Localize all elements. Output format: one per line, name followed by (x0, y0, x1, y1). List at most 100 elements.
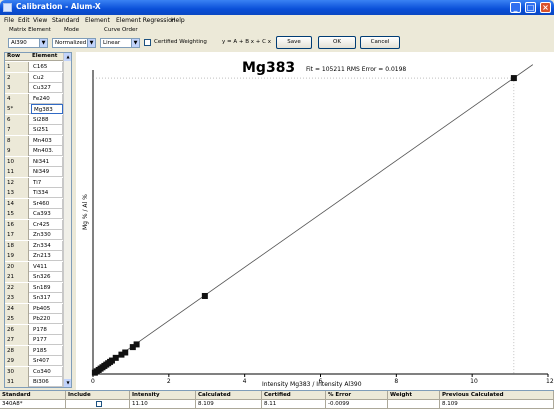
y-axis-label: Mg % / Al % (82, 194, 89, 230)
row-number: 4 (5, 93, 29, 104)
grid-header-cell[interactable]: Include (66, 391, 130, 400)
menu-element[interactable]: Element (85, 17, 110, 24)
element-row[interactable]: 24 Pb405 (5, 303, 71, 314)
element-name: P178 (31, 324, 63, 335)
element-row[interactable]: 8 Mn403 (5, 135, 71, 146)
element-name: Si288 (31, 114, 63, 125)
grid-cell-calculated[interactable]: 8.109 (196, 400, 262, 409)
grid-cell-intensity[interactable]: 11.10 (130, 400, 196, 409)
certified-weighting-checkbox[interactable] (144, 39, 151, 46)
mode-label: Mode (64, 27, 79, 33)
fit-line (92, 64, 534, 375)
element-row[interactable]: 16 Cr425 (5, 219, 71, 230)
menu-view[interactable]: View (33, 17, 48, 24)
element-row[interactable]: 1 C165 (5, 62, 71, 72)
element-row[interactable]: 19 Zn213 (5, 251, 71, 261)
row-column-header[interactable]: Row (7, 53, 21, 59)
element-row[interactable]: 26 P178 (5, 324, 71, 335)
maximize-button[interactable]: □ (525, 2, 536, 13)
include-cell[interactable] (66, 400, 130, 409)
window-title: Calibration - Alum-X (16, 2, 101, 11)
matrix-element-select[interactable]: Al390 ▼ (8, 38, 48, 48)
calibration-chart: Mg383 Fit = 105211 RMS Error = 0.0198 0 2… (76, 52, 554, 390)
element-row[interactable]: 21 Sn326 (5, 272, 71, 282)
element-row[interactable]: 22 Sn189 (5, 282, 71, 293)
element-row[interactable]: 2 Cu2 (5, 72, 71, 83)
matrix-element-label: Matrix Element (9, 27, 51, 33)
scroll-down-icon[interactable]: ▼ (64, 379, 71, 387)
element-row[interactable]: 31 Bi306 (5, 377, 71, 387)
element-row[interactable]: 27 P177 (5, 335, 71, 345)
element-row[interactable]: 3 Cu327 (5, 83, 71, 93)
data-point (122, 349, 129, 356)
menu-element-regression[interactable]: Element Regression (116, 17, 176, 24)
element-row[interactable]: 23 Sn317 (5, 293, 71, 303)
menu-bar: File Edit View Standard Element Element … (0, 15, 554, 26)
element-list: Row Element 1 C165 2 Cu2 3 Cu327 4 Fe240 5* Mg383… (4, 52, 72, 388)
data-point (133, 341, 140, 348)
include-checkbox[interactable] (95, 401, 102, 407)
element-row[interactable]: 30 Co340 (5, 366, 71, 377)
grid-header-cell[interactable]: % Error (326, 391, 388, 400)
grid-header-cell[interactable]: Intensity (130, 391, 196, 400)
grid-header-cell[interactable]: Previous Calculated (440, 391, 554, 400)
curve-order-label: Curve Order (104, 27, 138, 33)
element-name: Si251 (31, 125, 63, 135)
element-row[interactable]: 25 Pb220 (5, 314, 71, 324)
element-row[interactable]: 13 Ti334 (5, 188, 71, 198)
toolbar: Matrix Element Al390 ▼ Mode Normalized ▼… (0, 26, 554, 52)
grid-header-cell[interactable]: Certified (262, 391, 326, 400)
element-row[interactable]: 7 Si251 (5, 125, 71, 135)
chevron-down-icon[interactable]: ▼ (87, 39, 95, 47)
chevron-down-icon[interactable]: ▼ (39, 39, 47, 47)
grid-cell-weight[interactable] (388, 400, 440, 409)
element-name: Co340 (31, 366, 63, 377)
element-name: Mn403. (31, 146, 63, 156)
scroll-up-icon[interactable]: ▲ (64, 53, 71, 61)
row-number: 15 (5, 209, 29, 219)
element-row[interactable]: 29 Sr407 (5, 356, 71, 366)
row-number: 2 (5, 72, 29, 83)
minimize-button[interactable]: _ (510, 2, 521, 13)
element-row[interactable]: 20 V411 (5, 261, 71, 272)
menu-standard[interactable]: Standard (52, 17, 80, 24)
grid-header-cell[interactable]: Weight (388, 391, 440, 400)
chevron-down-icon[interactable]: ▼ (131, 39, 139, 47)
grid-cell-previous[interactable]: 8.109 (440, 400, 554, 409)
element-row[interactable]: 10 Ni341 (5, 156, 71, 167)
element-row[interactable]: 18 Zn334 (5, 240, 71, 251)
element-row[interactable]: 11 Ni349 (5, 167, 71, 177)
mode-select[interactable]: Normalized ▼ (52, 38, 96, 48)
element-row[interactable]: 28 P185 (5, 345, 71, 356)
curve-order-select[interactable]: Linear ▼ (100, 38, 140, 48)
close-button[interactable]: × (540, 2, 551, 13)
element-row[interactable]: 17 Zn330 (5, 230, 71, 240)
grid-cell-standard[interactable]: 340A8* (0, 400, 66, 409)
title-bar[interactable]: Calibration - Alum-X _ □ × (0, 0, 554, 15)
element-name: Mg383 (31, 104, 63, 114)
element-row[interactable]: 9 Mn403. (5, 146, 71, 156)
row-number: 12 (5, 177, 29, 188)
ok-button[interactable]: OK (318, 36, 356, 49)
cancel-button[interactable]: Cancel (360, 36, 400, 49)
element-list-scrollbar[interactable]: ▲ ▼ (63, 53, 71, 387)
element-name: Sn317 (31, 293, 63, 303)
grid-cell-error[interactable]: -0.0099 (326, 400, 388, 409)
menu-help[interactable]: Help (171, 17, 185, 24)
grid-header-cell[interactable]: Calculated (196, 391, 262, 400)
element-row[interactable]: 4 Fe240 (5, 93, 71, 104)
save-button[interactable]: Save (276, 36, 312, 49)
element-name: Zn334 (31, 240, 63, 251)
element-row[interactable]: 5* Mg383 (5, 104, 71, 114)
element-row[interactable]: 15 Ca393 (5, 209, 71, 219)
grid-cell-certified[interactable]: 8.11 (262, 400, 326, 409)
menu-file[interactable]: File (4, 17, 15, 24)
element-row[interactable]: 12 Ti7 (5, 177, 71, 188)
element-row[interactable]: 6 Si288 (5, 114, 71, 125)
grid-header-cell[interactable]: Standard (0, 391, 66, 400)
menu-edit[interactable]: Edit (18, 17, 30, 24)
row-number: 8 (5, 135, 29, 146)
element-column-header[interactable]: Element (32, 53, 58, 59)
element-row[interactable]: 14 Sr460 (5, 198, 71, 209)
